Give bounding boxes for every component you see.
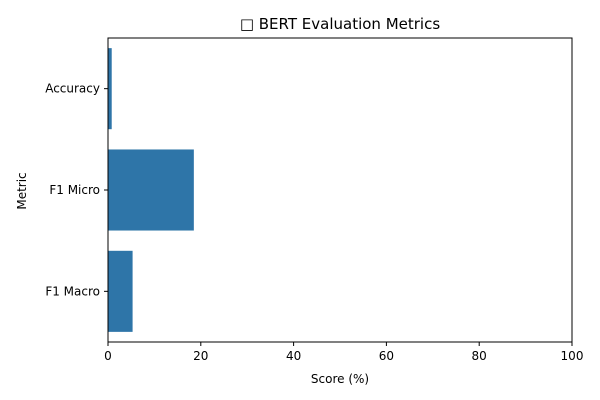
bar-accuracy bbox=[108, 48, 112, 130]
x-axis-ticks: 0 20 40 60 80 100 bbox=[104, 342, 583, 363]
x-tick-label: 60 bbox=[379, 349, 394, 363]
x-axis-label: Score (%) bbox=[311, 372, 369, 386]
y-axis-label: Metric bbox=[15, 172, 29, 209]
bar-f1-micro bbox=[108, 149, 194, 231]
x-tick-label: 20 bbox=[193, 349, 208, 363]
y-tick-label: Accuracy bbox=[45, 82, 100, 96]
bars-group bbox=[108, 48, 194, 332]
y-axis-ticks: Accuracy F1 Micro F1 Macro bbox=[45, 82, 108, 298]
y-tick-label: F1 Macro bbox=[45, 284, 100, 298]
bar-f1-macro bbox=[108, 250, 133, 332]
chart-title: □ BERT Evaluation Metrics bbox=[240, 15, 441, 33]
x-tick-label: 40 bbox=[286, 349, 301, 363]
y-tick-label: F1 Micro bbox=[49, 183, 100, 197]
x-tick-label: 80 bbox=[472, 349, 487, 363]
x-tick-label: 100 bbox=[561, 349, 584, 363]
x-tick-label: 0 bbox=[104, 349, 112, 363]
